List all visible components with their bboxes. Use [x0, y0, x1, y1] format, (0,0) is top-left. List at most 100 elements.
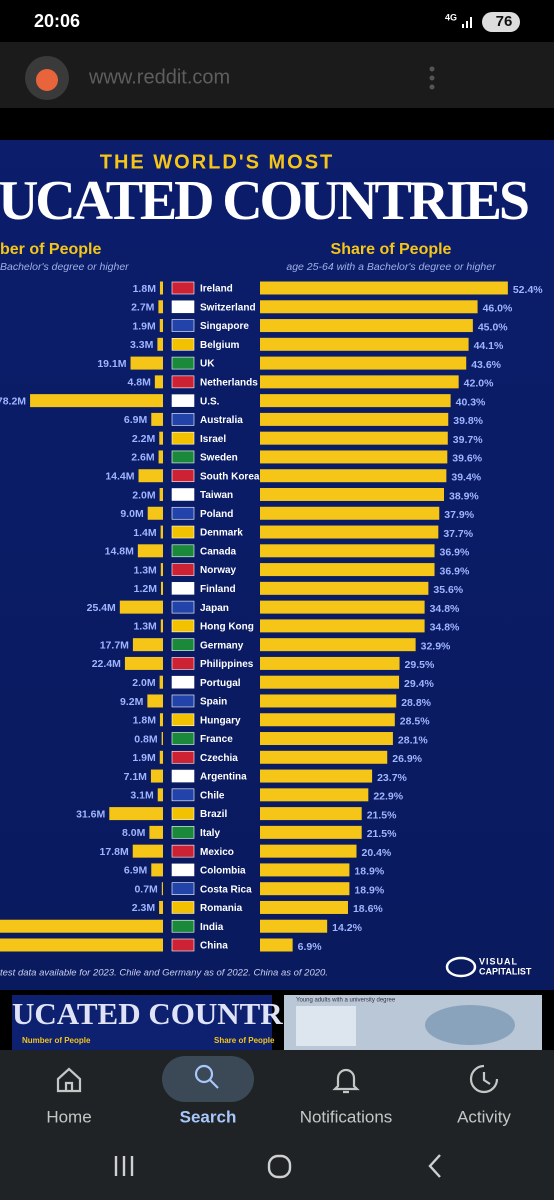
- people-label: 22.4M: [92, 658, 121, 670]
- people-bar: [157, 788, 163, 802]
- country-label: China: [200, 941, 228, 952]
- flag: [171, 281, 195, 295]
- country-label: Portugal: [200, 678, 241, 689]
- share-label: 21.5%: [367, 828, 397, 840]
- people-label: 14.8M: [105, 546, 134, 558]
- share-bar: [260, 319, 473, 333]
- share-bar: [260, 544, 435, 558]
- nav-icons: [56, 1064, 499, 1094]
- active-pill: [162, 1056, 254, 1102]
- share-bar: [260, 581, 429, 595]
- share-label: 46.0%: [483, 303, 513, 315]
- country-label: U.S.: [200, 396, 220, 407]
- share-label: 18.6%: [353, 903, 383, 915]
- people-bar: [132, 638, 163, 652]
- share-label: 18.9%: [354, 866, 384, 878]
- share-label: 37.9%: [444, 509, 474, 521]
- flag: [171, 413, 195, 426]
- nav-item[interactable]: Search: [180, 1107, 237, 1126]
- people-label: 2.0M: [132, 677, 156, 689]
- country-label: Singapore: [200, 321, 249, 332]
- flag: [171, 638, 195, 651]
- people-label: 1.2M: [134, 583, 158, 595]
- nav-item[interactable]: Activity: [457, 1107, 511, 1126]
- country-label: Philippines: [200, 659, 254, 670]
- country-label: Taiwan: [200, 490, 233, 501]
- share-label: 39.6%: [452, 453, 482, 465]
- share-bar: [260, 450, 448, 464]
- country-label: Hong Kong: [200, 622, 254, 633]
- share-bar: [260, 431, 448, 445]
- people-bar: [159, 750, 163, 764]
- share-bar: [260, 619, 425, 633]
- browser-bar: [0, 42, 554, 108]
- url[interactable]: www.reddit.com: [88, 66, 230, 88]
- share-label: 28.1%: [398, 734, 428, 746]
- thumbnail-map: [425, 1005, 515, 1045]
- share-bar: [260, 487, 444, 501]
- share-bar: [260, 375, 459, 389]
- share-bar: [260, 694, 397, 708]
- share-bar: [260, 281, 508, 295]
- country-label: UK: [200, 359, 215, 370]
- share-bar: [260, 356, 467, 370]
- country-label: Canada: [200, 546, 237, 557]
- right-header: Share of People: [331, 241, 452, 258]
- people-label: 9.2M: [120, 696, 144, 708]
- country-label: South Korea: [200, 471, 260, 482]
- people-bar: [151, 863, 163, 877]
- people-label: 2.2M: [132, 433, 156, 445]
- people-bar: [159, 487, 163, 501]
- people-label: 31.6M: [76, 808, 105, 820]
- country-label: France: [200, 734, 233, 745]
- flag: [171, 675, 195, 689]
- people-label: 1.8M: [133, 283, 157, 295]
- flag: [171, 619, 195, 633]
- share-label: 36.9%: [440, 547, 470, 559]
- people-bar: [0, 919, 163, 933]
- share-label: 28.8%: [401, 697, 431, 709]
- share-label: 45.0%: [478, 321, 508, 333]
- people-label: 7.1M: [124, 771, 148, 783]
- flag: [171, 506, 195, 520]
- people-bar: [159, 319, 163, 333]
- country-label: Italy: [200, 828, 220, 839]
- flag: [171, 563, 195, 576]
- share-label: 20.4%: [361, 847, 391, 859]
- nav-item[interactable]: Notifications: [300, 1107, 393, 1126]
- share-bar: [260, 900, 348, 914]
- nav-item[interactable]: Home: [46, 1107, 91, 1126]
- country-label: Japan: [200, 603, 229, 614]
- share-bar: [260, 675, 400, 689]
- flag: [171, 431, 195, 445]
- flag: [171, 450, 195, 464]
- people-label: 6.9M: [124, 865, 148, 877]
- people-bar: [161, 882, 163, 896]
- share-bar: [260, 638, 416, 652]
- people-bar: [160, 525, 163, 539]
- country-label: Denmark: [200, 528, 243, 539]
- thumbnail-text: Share of People: [214, 1036, 275, 1045]
- clock: 20:06: [34, 11, 80, 31]
- menu-icon[interactable]: [429, 66, 435, 90]
- people-label: 2.0M: [132, 489, 156, 501]
- flag: [171, 657, 195, 670]
- people-bar: [137, 544, 163, 558]
- people-bar: [154, 375, 163, 389]
- flag: [171, 582, 195, 595]
- share-bar: [260, 788, 369, 802]
- people-bar: [147, 694, 163, 708]
- flag: [171, 788, 195, 802]
- country-label: Costa Rica: [200, 884, 252, 895]
- thumbnail[interactable]: [12, 995, 272, 1050]
- left-subheader: Bachelor's degree or higher: [0, 261, 129, 273]
- flag: [171, 488, 195, 501]
- flag: [171, 694, 195, 708]
- people-label: 1.4M: [133, 527, 157, 539]
- people-label: 1.9M: [132, 752, 156, 764]
- share-bar: [260, 600, 425, 614]
- people-label: 17.8M: [100, 846, 129, 858]
- country-label: Romania: [200, 903, 243, 914]
- people-label: 78.2M: [0, 395, 26, 407]
- people-bar: [30, 394, 164, 408]
